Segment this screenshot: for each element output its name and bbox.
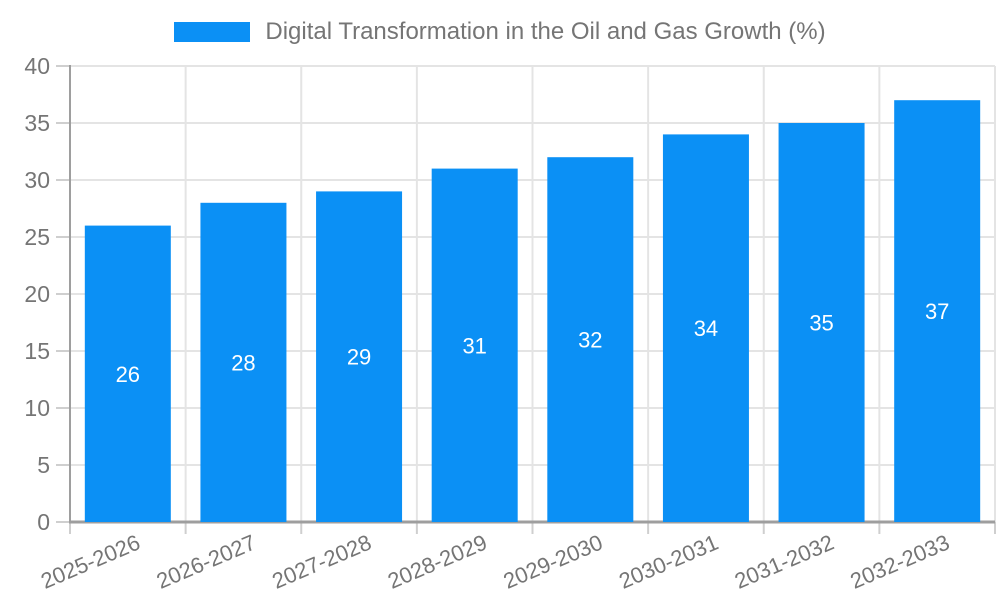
xtick-label-2025-2026: 2025-2026 [37,530,144,594]
ytick-label-15: 15 [24,338,50,364]
bar-2031-2032 [778,123,865,522]
bar-value-label-2028-2029: 31 [462,333,486,358]
xtick-label-2030-2031: 2030-2031 [615,530,722,594]
bar-2026-2027 [200,202,287,523]
bar-2032-2033 [894,100,981,522]
bar-2028-2029 [431,168,518,522]
bar-2029-2030 [547,157,634,522]
bar-2027-2028 [316,191,403,522]
bar-value-label-2027-2028: 29 [347,345,371,370]
bar-2030-2031 [662,134,749,522]
xtick-label-2026-2027: 2026-2027 [153,530,260,594]
chart-legend: Digital Transformation in the Oil and Ga… [0,14,1000,50]
bar-value-label-2029-2030: 32 [578,328,602,353]
ytick-label-35: 35 [24,110,50,136]
ytick-label-0: 0 [37,509,50,535]
legend-swatch [174,22,251,42]
ytick-label-10: 10 [24,395,50,421]
legend-label: Digital Transformation in the Oil and Ga… [265,18,826,45]
ytick-label-30: 30 [24,167,50,193]
bar-value-label-2031-2032: 35 [809,311,833,336]
ytick-label-20: 20 [24,281,50,307]
ytick-label-40: 40 [24,53,50,79]
ytick-label-25: 25 [24,224,50,250]
bar-value-label-2030-2031: 34 [694,316,718,341]
ytick-label-5: 5 [37,452,50,478]
xtick-label-2032-2033: 2032-2033 [847,530,954,594]
xtick-label-2029-2030: 2029-2030 [500,530,607,594]
xtick-label-2028-2029: 2028-2029 [384,530,491,594]
xtick-label-2031-2032: 2031-2032 [731,530,838,594]
bar-value-label-2032-2033: 37 [925,299,949,324]
bar-value-label-2025-2026: 26 [116,362,140,387]
bar-2025-2026 [84,225,171,522]
bar-value-label-2026-2027: 28 [231,350,255,375]
xtick-label-2027-2028: 2027-2028 [268,530,375,594]
